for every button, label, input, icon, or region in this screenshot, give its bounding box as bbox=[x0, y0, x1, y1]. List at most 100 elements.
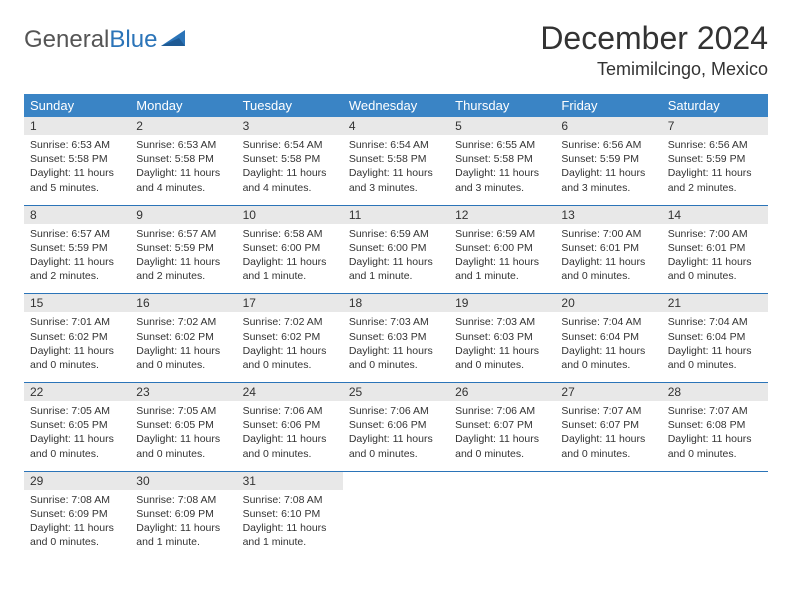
daylight-text: Daylight: 11 hours bbox=[455, 344, 549, 358]
day-cell: Sunrise: 6:56 AMSunset: 5:59 PMDaylight:… bbox=[662, 135, 768, 205]
daylight-text: Daylight: 11 hours bbox=[561, 255, 655, 269]
sunset-text: Sunset: 6:03 PM bbox=[455, 330, 549, 344]
sunrise-text: Sunrise: 7:04 AM bbox=[668, 315, 762, 329]
daylight-text: Daylight: 11 hours bbox=[136, 344, 230, 358]
daylight-text: and 0 minutes. bbox=[561, 447, 655, 461]
daylight-text: and 2 minutes. bbox=[668, 181, 762, 195]
day-number: 25 bbox=[343, 383, 449, 401]
daylight-text: Daylight: 11 hours bbox=[561, 344, 655, 358]
day-number: 30 bbox=[130, 472, 236, 490]
daylight-text: and 0 minutes. bbox=[349, 447, 443, 461]
sunset-text: Sunset: 6:04 PM bbox=[561, 330, 655, 344]
day-number bbox=[662, 472, 768, 490]
sunset-text: Sunset: 6:08 PM bbox=[668, 418, 762, 432]
day-cell: Sunrise: 7:03 AMSunset: 6:03 PMDaylight:… bbox=[343, 312, 449, 382]
sunset-text: Sunset: 6:07 PM bbox=[455, 418, 549, 432]
day-number bbox=[343, 472, 449, 490]
day-number: 20 bbox=[555, 294, 661, 312]
daylight-text: and 4 minutes. bbox=[136, 181, 230, 195]
daylight-text: Daylight: 11 hours bbox=[349, 255, 443, 269]
day-header: Friday bbox=[555, 94, 661, 117]
day-cell: Sunrise: 7:07 AMSunset: 6:07 PMDaylight:… bbox=[555, 401, 661, 471]
daylight-text: Daylight: 11 hours bbox=[30, 521, 124, 535]
day-header: Sunday bbox=[24, 94, 130, 117]
day-header: Saturday bbox=[662, 94, 768, 117]
sunset-text: Sunset: 6:10 PM bbox=[243, 507, 337, 521]
sunset-text: Sunset: 5:58 PM bbox=[349, 152, 443, 166]
sunset-text: Sunset: 6:00 PM bbox=[349, 241, 443, 255]
daylight-text: and 3 minutes. bbox=[349, 181, 443, 195]
day-number-row: 293031 bbox=[24, 472, 768, 490]
daylight-text: Daylight: 11 hours bbox=[668, 255, 762, 269]
sunset-text: Sunset: 6:02 PM bbox=[136, 330, 230, 344]
day-cell: Sunrise: 7:05 AMSunset: 6:05 PMDaylight:… bbox=[24, 401, 130, 471]
sunset-text: Sunset: 6:01 PM bbox=[561, 241, 655, 255]
day-cell: Sunrise: 7:03 AMSunset: 6:03 PMDaylight:… bbox=[449, 312, 555, 382]
sunrise-text: Sunrise: 6:55 AM bbox=[455, 138, 549, 152]
day-cell: Sunrise: 6:59 AMSunset: 6:00 PMDaylight:… bbox=[449, 224, 555, 294]
day-number: 21 bbox=[662, 294, 768, 312]
sunset-text: Sunset: 5:58 PM bbox=[30, 152, 124, 166]
sunset-text: Sunset: 6:02 PM bbox=[30, 330, 124, 344]
day-cell: Sunrise: 7:00 AMSunset: 6:01 PMDaylight:… bbox=[555, 224, 661, 294]
daylight-text: and 1 minute. bbox=[243, 535, 337, 549]
day-number: 17 bbox=[237, 294, 343, 312]
sunrise-text: Sunrise: 7:07 AM bbox=[668, 404, 762, 418]
daylight-text: and 0 minutes. bbox=[30, 535, 124, 549]
sunset-text: Sunset: 6:00 PM bbox=[455, 241, 549, 255]
daylight-text: Daylight: 11 hours bbox=[455, 166, 549, 180]
daylight-text: Daylight: 11 hours bbox=[243, 521, 337, 535]
day-number: 28 bbox=[662, 383, 768, 401]
day-number: 7 bbox=[662, 117, 768, 135]
brand-name-blue: Blue bbox=[109, 26, 157, 53]
sunrise-text: Sunrise: 6:56 AM bbox=[668, 138, 762, 152]
sunrise-text: Sunrise: 6:53 AM bbox=[136, 138, 230, 152]
title-block: December 2024 Temimilcingo, Mexico bbox=[540, 20, 768, 80]
day-number: 3 bbox=[237, 117, 343, 135]
daylight-text: Daylight: 11 hours bbox=[561, 166, 655, 180]
sunrise-text: Sunrise: 7:04 AM bbox=[561, 315, 655, 329]
daylight-text: and 1 minute. bbox=[455, 269, 549, 283]
daylight-text: and 2 minutes. bbox=[136, 269, 230, 283]
day-cell: Sunrise: 7:01 AMSunset: 6:02 PMDaylight:… bbox=[24, 312, 130, 382]
daylight-text: Daylight: 11 hours bbox=[561, 432, 655, 446]
day-number: 14 bbox=[662, 206, 768, 224]
daylight-text: and 0 minutes. bbox=[243, 358, 337, 372]
daylight-text: and 0 minutes. bbox=[243, 447, 337, 461]
day-cell: Sunrise: 6:57 AMSunset: 5:59 PMDaylight:… bbox=[130, 224, 236, 294]
day-cell: Sunrise: 6:53 AMSunset: 5:58 PMDaylight:… bbox=[24, 135, 130, 205]
day-cell: Sunrise: 6:56 AMSunset: 5:59 PMDaylight:… bbox=[555, 135, 661, 205]
sunset-text: Sunset: 6:07 PM bbox=[561, 418, 655, 432]
daylight-text: Daylight: 11 hours bbox=[136, 255, 230, 269]
daylight-text: and 0 minutes. bbox=[668, 447, 762, 461]
sunset-text: Sunset: 6:03 PM bbox=[349, 330, 443, 344]
day-number: 23 bbox=[130, 383, 236, 401]
day-number: 9 bbox=[130, 206, 236, 224]
day-number: 18 bbox=[343, 294, 449, 312]
daylight-text: and 0 minutes. bbox=[668, 269, 762, 283]
day-number: 2 bbox=[130, 117, 236, 135]
sunrise-text: Sunrise: 7:07 AM bbox=[561, 404, 655, 418]
location: Temimilcingo, Mexico bbox=[540, 59, 768, 80]
daylight-text: and 1 minute. bbox=[136, 535, 230, 549]
daylight-text: Daylight: 11 hours bbox=[243, 166, 337, 180]
daylight-text: and 0 minutes. bbox=[349, 358, 443, 372]
brand-name-gray: General bbox=[24, 26, 109, 53]
day-cell bbox=[449, 490, 555, 560]
daylight-text: Daylight: 11 hours bbox=[30, 432, 124, 446]
calendar-table: Sunday Monday Tuesday Wednesday Thursday… bbox=[24, 94, 768, 559]
daylight-text: and 2 minutes. bbox=[30, 269, 124, 283]
day-number: 22 bbox=[24, 383, 130, 401]
day-number: 6 bbox=[555, 117, 661, 135]
day-cell: Sunrise: 6:54 AMSunset: 5:58 PMDaylight:… bbox=[237, 135, 343, 205]
daylight-text: Daylight: 11 hours bbox=[349, 344, 443, 358]
sunrise-text: Sunrise: 7:03 AM bbox=[455, 315, 549, 329]
sunrise-text: Sunrise: 7:02 AM bbox=[136, 315, 230, 329]
day-cell: Sunrise: 7:08 AMSunset: 6:09 PMDaylight:… bbox=[130, 490, 236, 560]
daylight-text: Daylight: 11 hours bbox=[668, 432, 762, 446]
daylight-text: Daylight: 11 hours bbox=[30, 255, 124, 269]
day-cell: Sunrise: 6:57 AMSunset: 5:59 PMDaylight:… bbox=[24, 224, 130, 294]
day-number: 13 bbox=[555, 206, 661, 224]
day-cell bbox=[343, 490, 449, 560]
sunrise-text: Sunrise: 6:54 AM bbox=[349, 138, 443, 152]
